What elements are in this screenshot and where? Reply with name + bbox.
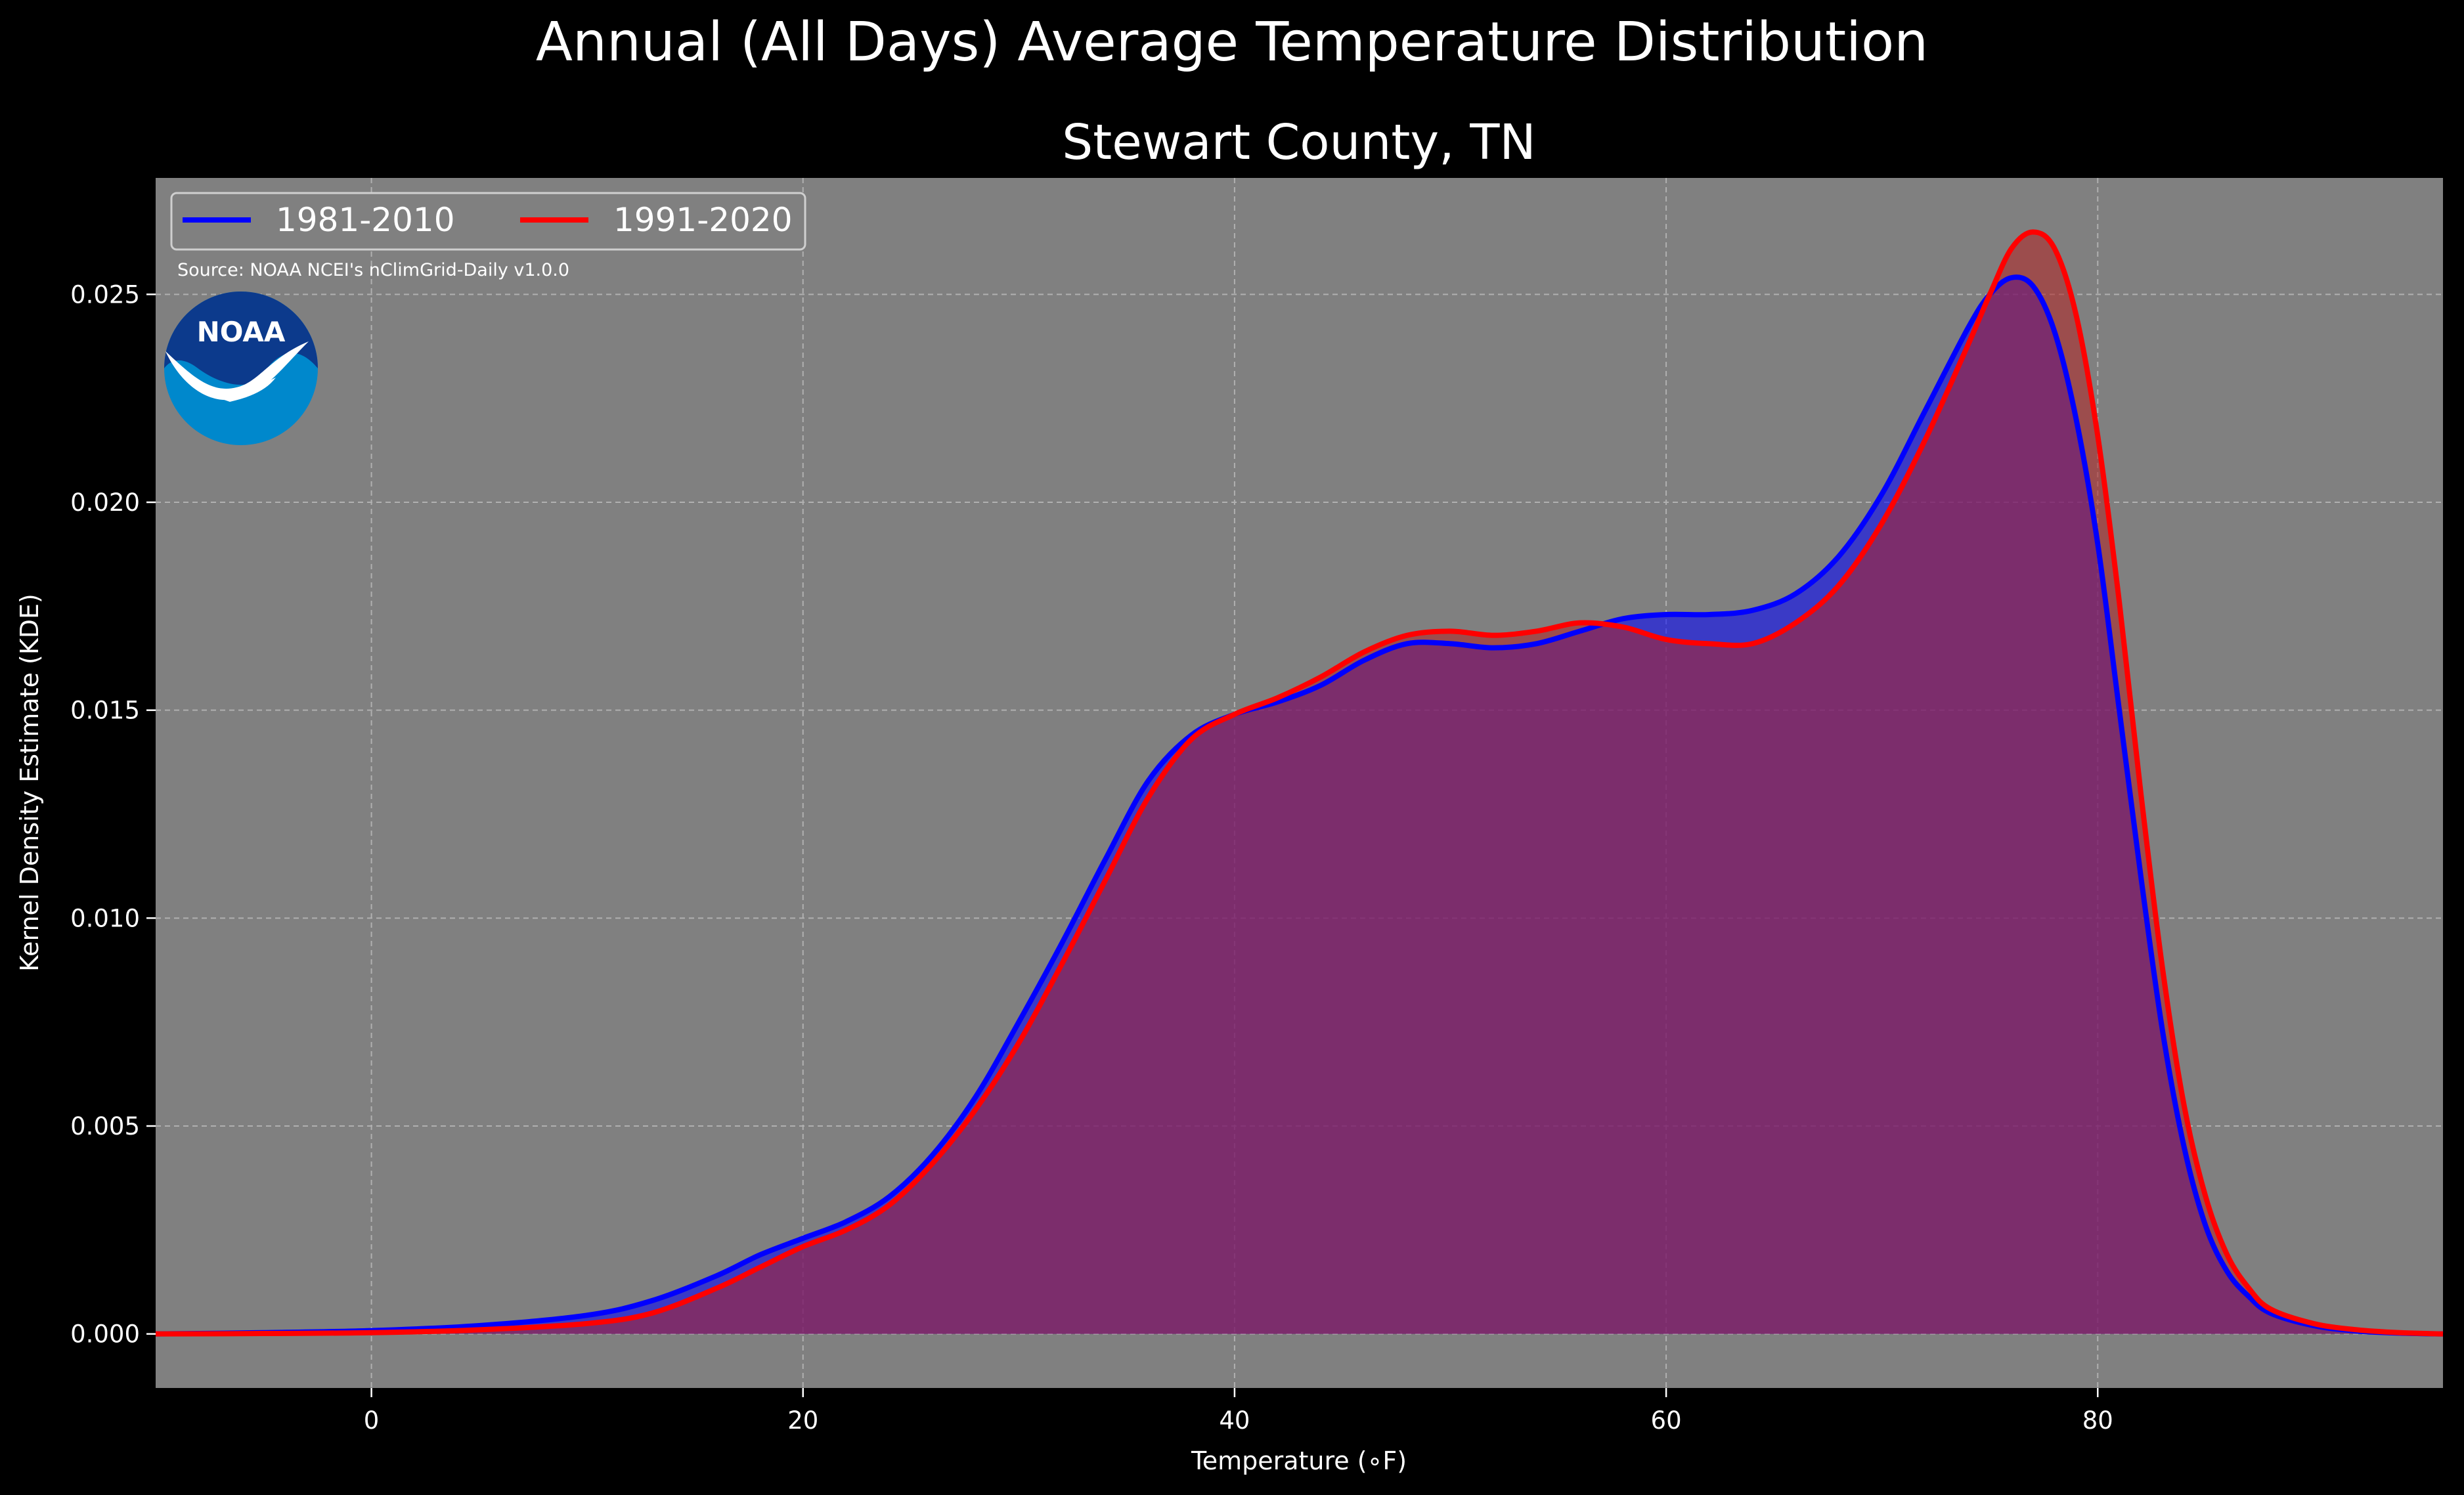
y-tick-label: 0.015 bbox=[70, 697, 140, 725]
y-axis-label: Kernel Density Estimate (KDE) bbox=[15, 594, 44, 972]
x-tick-label: 40 bbox=[1219, 1406, 1250, 1435]
y-tick-label: 0.020 bbox=[70, 488, 140, 517]
series-lines bbox=[155, 229, 2444, 1337]
noaa-logo: NOAA bbox=[164, 292, 318, 445]
y-tick-label: 0.025 bbox=[70, 280, 140, 309]
chart-suptitle: Annual (All Days) Average Temperature Di… bbox=[536, 11, 1928, 74]
y-tick-label: 0.010 bbox=[70, 904, 140, 932]
x-tick-label: 20 bbox=[787, 1406, 818, 1435]
chart-title: Stewart County, TN bbox=[1062, 114, 1536, 171]
series-line-1981-2010 bbox=[155, 274, 2444, 1337]
x-tick-label: 0 bbox=[364, 1406, 380, 1435]
series-line-1991-2020 bbox=[155, 229, 2444, 1337]
area-fill-1991-2020 bbox=[156, 232, 2443, 1334]
legend-label-1991-2020: 1991-2020 bbox=[613, 201, 793, 239]
legend-label-1981-2010: 1981-2010 bbox=[276, 201, 455, 239]
x-tick-label: 80 bbox=[2082, 1406, 2113, 1435]
y-axis-ticks: 0.000 0.005 0.010 0.015 0.020 0.025 bbox=[70, 280, 156, 1349]
y-tick-label: 0.005 bbox=[70, 1112, 140, 1140]
source-note: Source: NOAA NCEI's nClimGrid-Daily v1.0… bbox=[177, 260, 569, 280]
y-tick-label: 0.000 bbox=[70, 1320, 140, 1349]
x-axis-ticks: 0 20 40 60 80 bbox=[364, 1388, 2113, 1435]
legend-box bbox=[170, 192, 806, 251]
x-tick-label: 60 bbox=[1651, 1406, 1682, 1435]
noaa-logo-text: NOAA bbox=[197, 316, 286, 348]
x-axis-label: Temperature (∘F) bbox=[1191, 1446, 1407, 1475]
legend: 1981-2010 1991-2020 bbox=[170, 192, 806, 251]
